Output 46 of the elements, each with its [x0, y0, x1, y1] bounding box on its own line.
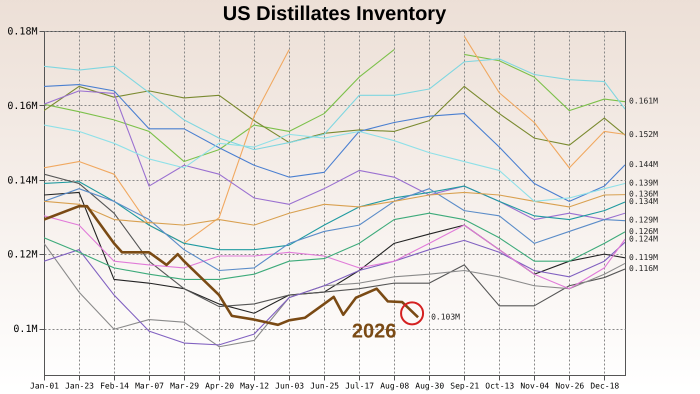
x-tick-label: Jan-01 [30, 382, 60, 390]
x-tick-label: Dec-18 [590, 382, 620, 390]
data-label: 0.161M [629, 96, 658, 106]
y-tick-label: 0.16M [7, 100, 38, 112]
data-label: 0.134M [629, 197, 658, 206]
data-label: 0.116M [629, 264, 658, 274]
line-series [44, 181, 625, 250]
y-tick-label: 0.1M [13, 324, 38, 336]
line-series [44, 86, 625, 146]
data-label: 0.152M [629, 130, 658, 140]
data-label: 0.139M [629, 178, 658, 188]
x-tick-label: Nov-04 [520, 382, 550, 390]
line-series [44, 188, 625, 272]
line-series [44, 215, 625, 290]
data-label: 0.136M [629, 190, 658, 199]
x-tick-label: Aug-08 [380, 382, 410, 390]
data-label: 0.119M [629, 252, 658, 262]
series-label: 2026 [352, 320, 396, 342]
x-tick-label: May-12 [240, 382, 270, 390]
y-tick-label: 0.18M [7, 26, 38, 38]
x-tick-label: Jun-25 [310, 382, 340, 390]
x-tick-label: Nov-26 [555, 382, 584, 390]
data-label: 0.103M [431, 312, 460, 322]
x-tick-label: Mar-29 [170, 382, 200, 390]
data-label: 0.124M [629, 234, 658, 244]
line-series [44, 212, 625, 280]
x-tick-label: Apr-20 [205, 382, 234, 390]
line-series [44, 84, 625, 202]
data-label: 0.129M [629, 216, 658, 225]
data-label: 0.126M [629, 226, 658, 236]
line-series [44, 124, 625, 202]
x-tick-label: Jul-17 [345, 382, 374, 390]
x-tick-label: Jan-23 [65, 382, 94, 390]
chart-title: US Distillates Inventory [222, 3, 448, 25]
x-tick-label: Jun-03 [275, 382, 304, 390]
data-label: 0.144M [629, 160, 658, 169]
x-tick-label: Mar-07 [135, 382, 164, 390]
y-tick-label: 0.12M [7, 250, 38, 261]
x-tick-label: Oct-13 [485, 382, 514, 390]
line-series [44, 90, 625, 220]
x-tick-label: Aug-30 [415, 382, 444, 390]
x-tick-label: Feb-14 [100, 382, 130, 390]
x-tick-label: Sep-21 [450, 382, 480, 390]
line-series [44, 58, 625, 150]
line-series [44, 192, 625, 226]
y-tick-label: 0.14M [7, 175, 38, 186]
